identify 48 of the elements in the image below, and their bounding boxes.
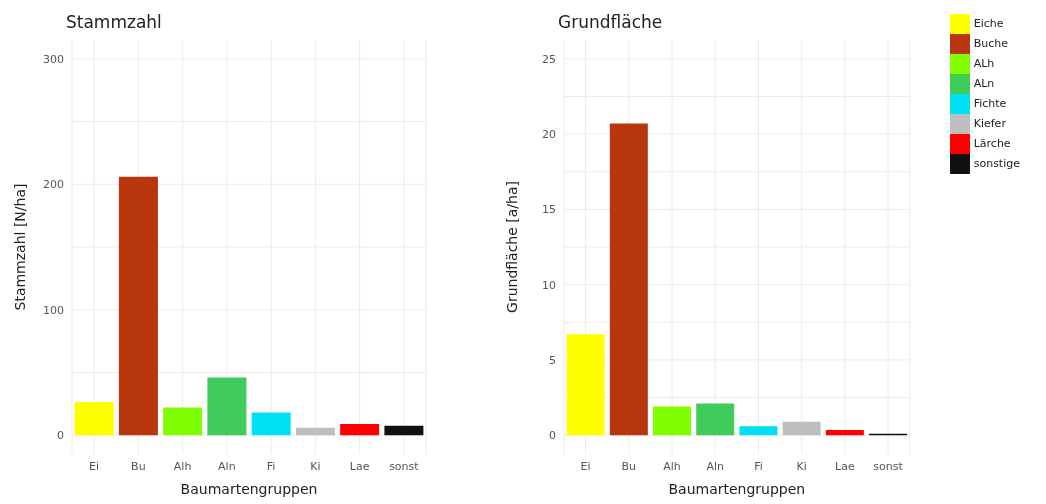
legend-label: Eiche: [973, 17, 1004, 30]
x-tick-label: Ki: [310, 459, 321, 473]
y-tick-label: 0: [57, 429, 64, 443]
legend-label: ALn: [973, 77, 995, 90]
bar: [384, 425, 424, 436]
x-tick-label: Bu: [621, 459, 637, 473]
x-tick-label: Ei: [89, 459, 100, 473]
x-tick-label: Aln: [706, 459, 725, 473]
bar: [207, 377, 247, 436]
x-tick-label: Alh: [173, 459, 192, 473]
y-tick-label: 10: [542, 278, 556, 292]
x-tick-label: Lae: [349, 459, 370, 473]
y-tick-label: 200: [43, 178, 64, 192]
bar: [118, 176, 158, 436]
x-tick-label: Fi: [266, 459, 276, 473]
x-tick-label: Fi: [754, 459, 763, 473]
y-tick-label: 25: [542, 52, 556, 66]
bar: [295, 427, 335, 436]
chart-title: Stammzahl: [66, 12, 162, 32]
y-tick-label: 15: [542, 203, 556, 217]
x-axis-title: Baumartengruppen: [668, 481, 806, 497]
bar: [340, 423, 380, 436]
y-tick-label: 5: [549, 353, 556, 367]
legend-label: Kiefer: [973, 117, 1006, 130]
legend-label: Fichte: [973, 97, 1007, 110]
x-tick-label: sonst: [873, 459, 904, 473]
x-tick-label: Aln: [218, 459, 236, 473]
legend-label: ALh: [973, 57, 995, 70]
legend-label: Buche: [973, 37, 1009, 50]
y-axis-title: Grundfläche [a/ha]: [503, 181, 520, 313]
x-tick-label: Ei: [580, 459, 591, 473]
x-tick-label: Alh: [663, 459, 681, 473]
x-tick-label: Ki: [796, 459, 807, 473]
bar: [163, 407, 203, 436]
chart-title: Grundfläche: [558, 12, 663, 32]
y-tick-label: 300: [43, 52, 64, 66]
y-tick-label: 20: [542, 128, 556, 141]
legend-label: sonstige: [973, 157, 1020, 170]
y-tick-label: 0: [549, 429, 556, 443]
x-axis-title: Baumartengruppen: [180, 481, 318, 497]
legend-label: Lärche: [973, 137, 1011, 150]
bar: [74, 401, 114, 436]
x-tick-label: Bu: [131, 459, 146, 473]
y-tick-label: 100: [43, 303, 64, 317]
y-axis-title: Stammzahl [N/ha]: [11, 183, 28, 311]
x-tick-label: sonst: [389, 459, 420, 473]
bar: [251, 412, 291, 436]
x-tick-label: Lae: [835, 459, 855, 473]
